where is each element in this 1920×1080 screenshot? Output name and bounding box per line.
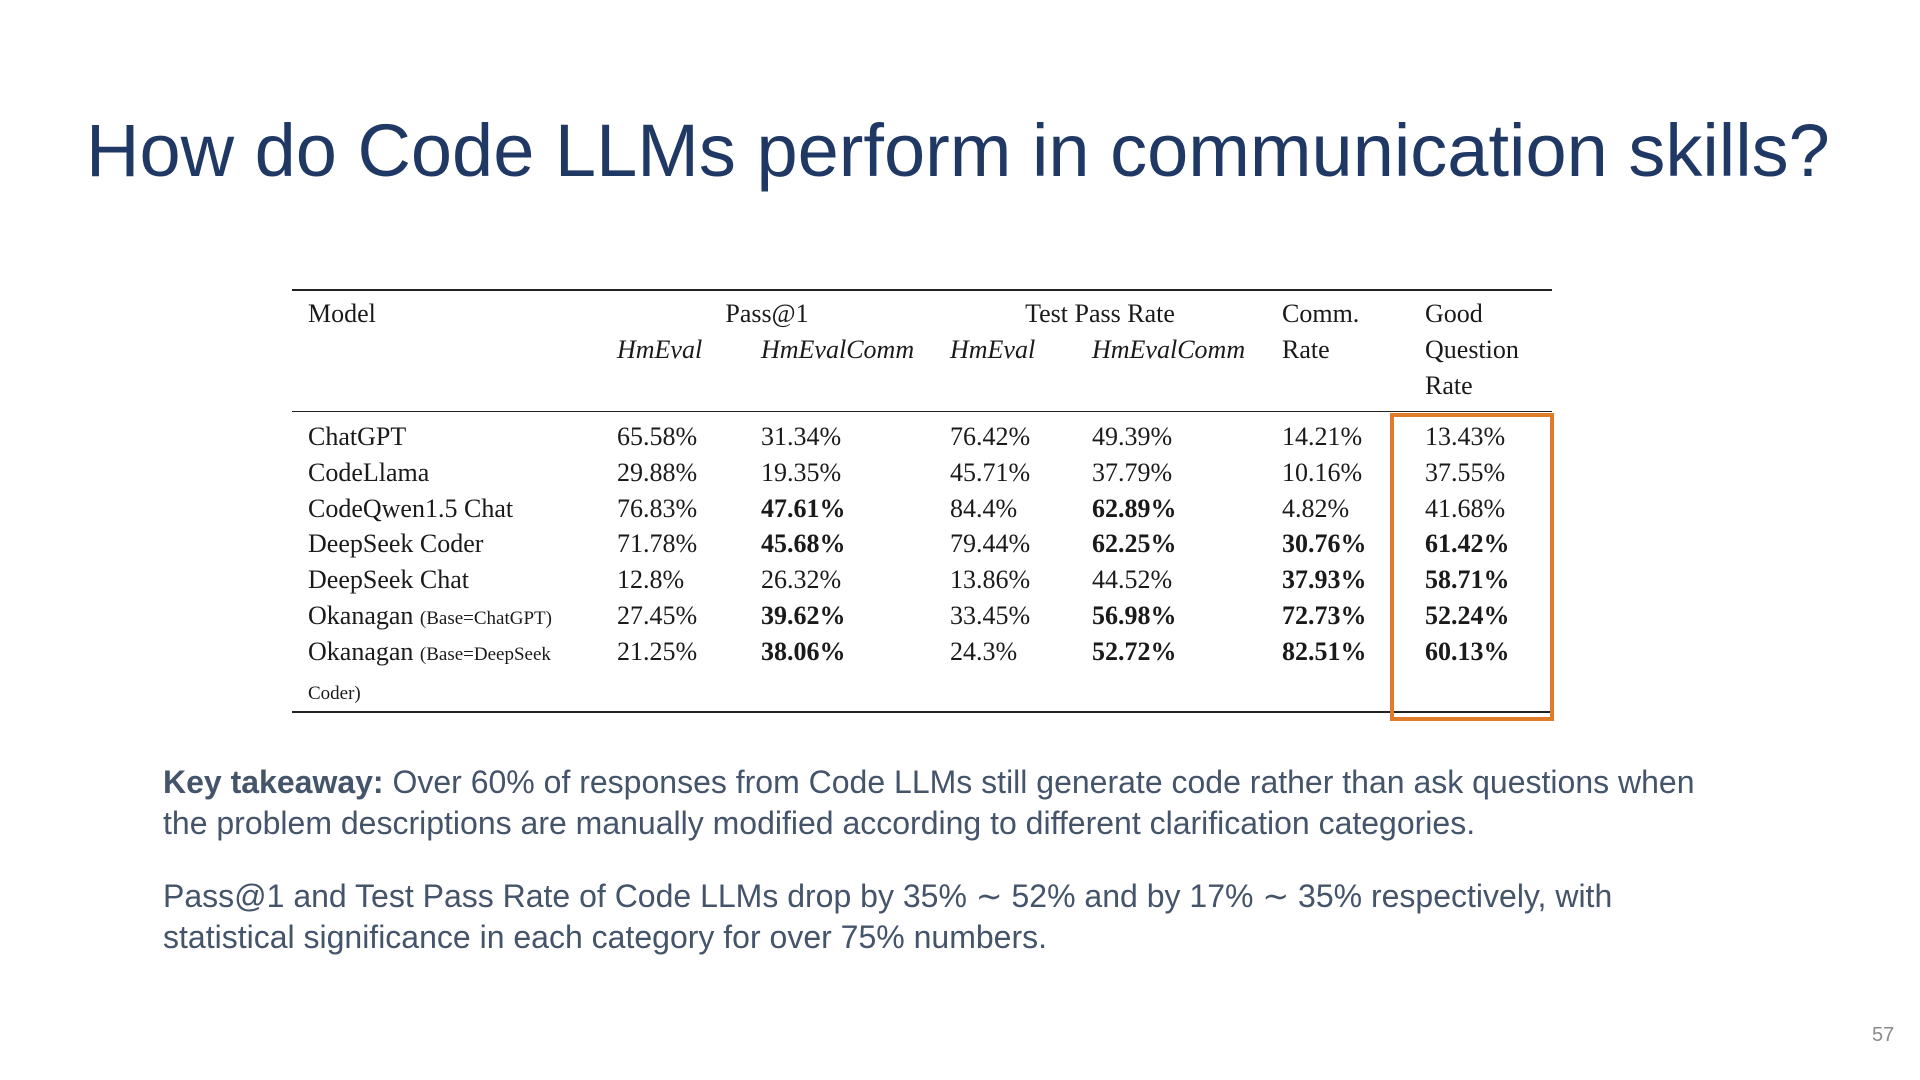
header-cell: Model	[308, 299, 376, 328]
table-rule	[292, 289, 1552, 291]
value-cell: 76.83%	[617, 493, 698, 523]
header-cell: Good Question Rate	[1425, 299, 1519, 400]
value-cell: 45.71%	[950, 457, 1031, 487]
value-cell: 71.78%	[617, 529, 698, 559]
value-cell: 62.25%	[1092, 529, 1177, 559]
model-note: (Base=DeepSeek Coder)	[308, 643, 551, 704]
value-cell: 19.35%	[761, 457, 842, 487]
table-rule	[292, 711, 1552, 713]
value-cell: 52.24%	[1425, 601, 1510, 630]
model-name: DeepSeek Chat	[308, 565, 470, 595]
header-group: Test Pass Rate	[1025, 299, 1175, 328]
value-cell: 84.4%	[950, 493, 1018, 523]
value-cell: 39.62%	[761, 601, 846, 630]
takeaway-text: Pass@1 and Test Pass Rate of Code LLMs d…	[163, 878, 1613, 955]
header-subcell: HmEval	[950, 335, 1036, 364]
value-cell: 37.93%	[1282, 565, 1367, 595]
value-cell: 47.61%	[761, 493, 846, 523]
value-cell: 21.25%	[617, 636, 698, 666]
value-cell: 65.58%	[617, 422, 698, 451]
value-cell: 13.43%	[1425, 422, 1506, 451]
takeaway-text: Over 60% of responses from Code LLMs sti…	[163, 764, 1695, 841]
model-note: (Base=ChatGPT)	[419, 608, 552, 629]
value-cell: 72.73%	[1282, 601, 1367, 630]
model-name: CodeQwen1.5 Chat	[308, 493, 514, 523]
header-subcell: HmEvalComm	[761, 335, 915, 364]
value-cell: 24.3%	[950, 636, 1018, 666]
value-cell: 27.45%	[617, 601, 698, 630]
value-cell: 76.42%	[950, 422, 1031, 451]
value-cell: 52.72%	[1092, 636, 1177, 666]
slide-title: How do Code LLMs perform in communicatio…	[86, 109, 1830, 192]
model-name: DeepSeek Coder	[308, 529, 484, 559]
model-cell: CodeLlama	[308, 455, 608, 491]
value-cell: 45.68%	[761, 529, 846, 559]
model-cell: DeepSeek Coder	[308, 526, 608, 562]
model-cell: ChatGPT	[308, 419, 608, 455]
takeaway-label: Key takeaway:	[163, 764, 384, 800]
model-name: Okanagan	[308, 636, 414, 666]
value-cell: 62.89%	[1092, 493, 1177, 523]
value-cell: 79.44%	[950, 529, 1031, 559]
highlight-box	[1390, 413, 1554, 721]
value-cell: 10.16%	[1282, 457, 1363, 487]
takeaway: Pass@1 and Test Pass Rate of Code LLMs d…	[163, 876, 1743, 958]
model-name: ChatGPT	[308, 422, 407, 451]
header-subcell: HmEvalComm	[1092, 335, 1246, 364]
model-cell: CodeQwen1.5 Chat	[308, 491, 608, 527]
takeaway: Key takeaway: Over 60% of responses from…	[163, 762, 1743, 844]
model-cell: Okanagan (Base=ChatGPT)	[308, 598, 608, 637]
value-cell: 12.8%	[617, 565, 685, 595]
value-cell: 38.06%	[761, 636, 846, 666]
value-cell: 61.42%	[1425, 529, 1510, 559]
model-name: Okanagan	[308, 601, 414, 630]
value-cell: 44.52%	[1092, 565, 1173, 595]
value-cell: 82.51%	[1282, 636, 1367, 666]
value-cell: 60.13%	[1425, 636, 1510, 666]
value-cell: 37.79%	[1092, 457, 1173, 487]
value-cell: 33.45%	[950, 601, 1031, 630]
header-group: Pass@1	[725, 299, 809, 328]
model-name: CodeLlama	[308, 457, 430, 487]
page-number: 57	[1872, 1024, 1895, 1046]
table-rule	[292, 411, 1552, 412]
value-cell: 4.82%	[1282, 493, 1350, 523]
value-cell: 26.32%	[761, 565, 842, 595]
value-cell: 13.86%	[950, 565, 1031, 595]
header-cell: Comm. Rate	[1282, 299, 1360, 364]
value-cell: 14.21%	[1282, 422, 1363, 451]
value-cell: 58.71%	[1425, 565, 1510, 595]
model-cell: Okanagan (Base=DeepSeek Coder)	[308, 634, 608, 712]
value-cell: 56.98%	[1092, 601, 1177, 630]
value-cell: 30.76%	[1282, 529, 1367, 559]
value-cell: 31.34%	[761, 422, 842, 451]
model-cell: DeepSeek Chat	[308, 562, 608, 598]
value-cell: 29.88%	[617, 457, 698, 487]
value-cell: 49.39%	[1092, 422, 1173, 451]
header-subcell: HmEval	[617, 335, 703, 364]
value-cell: 41.68%	[1425, 493, 1506, 523]
value-cell: 37.55%	[1425, 457, 1506, 487]
